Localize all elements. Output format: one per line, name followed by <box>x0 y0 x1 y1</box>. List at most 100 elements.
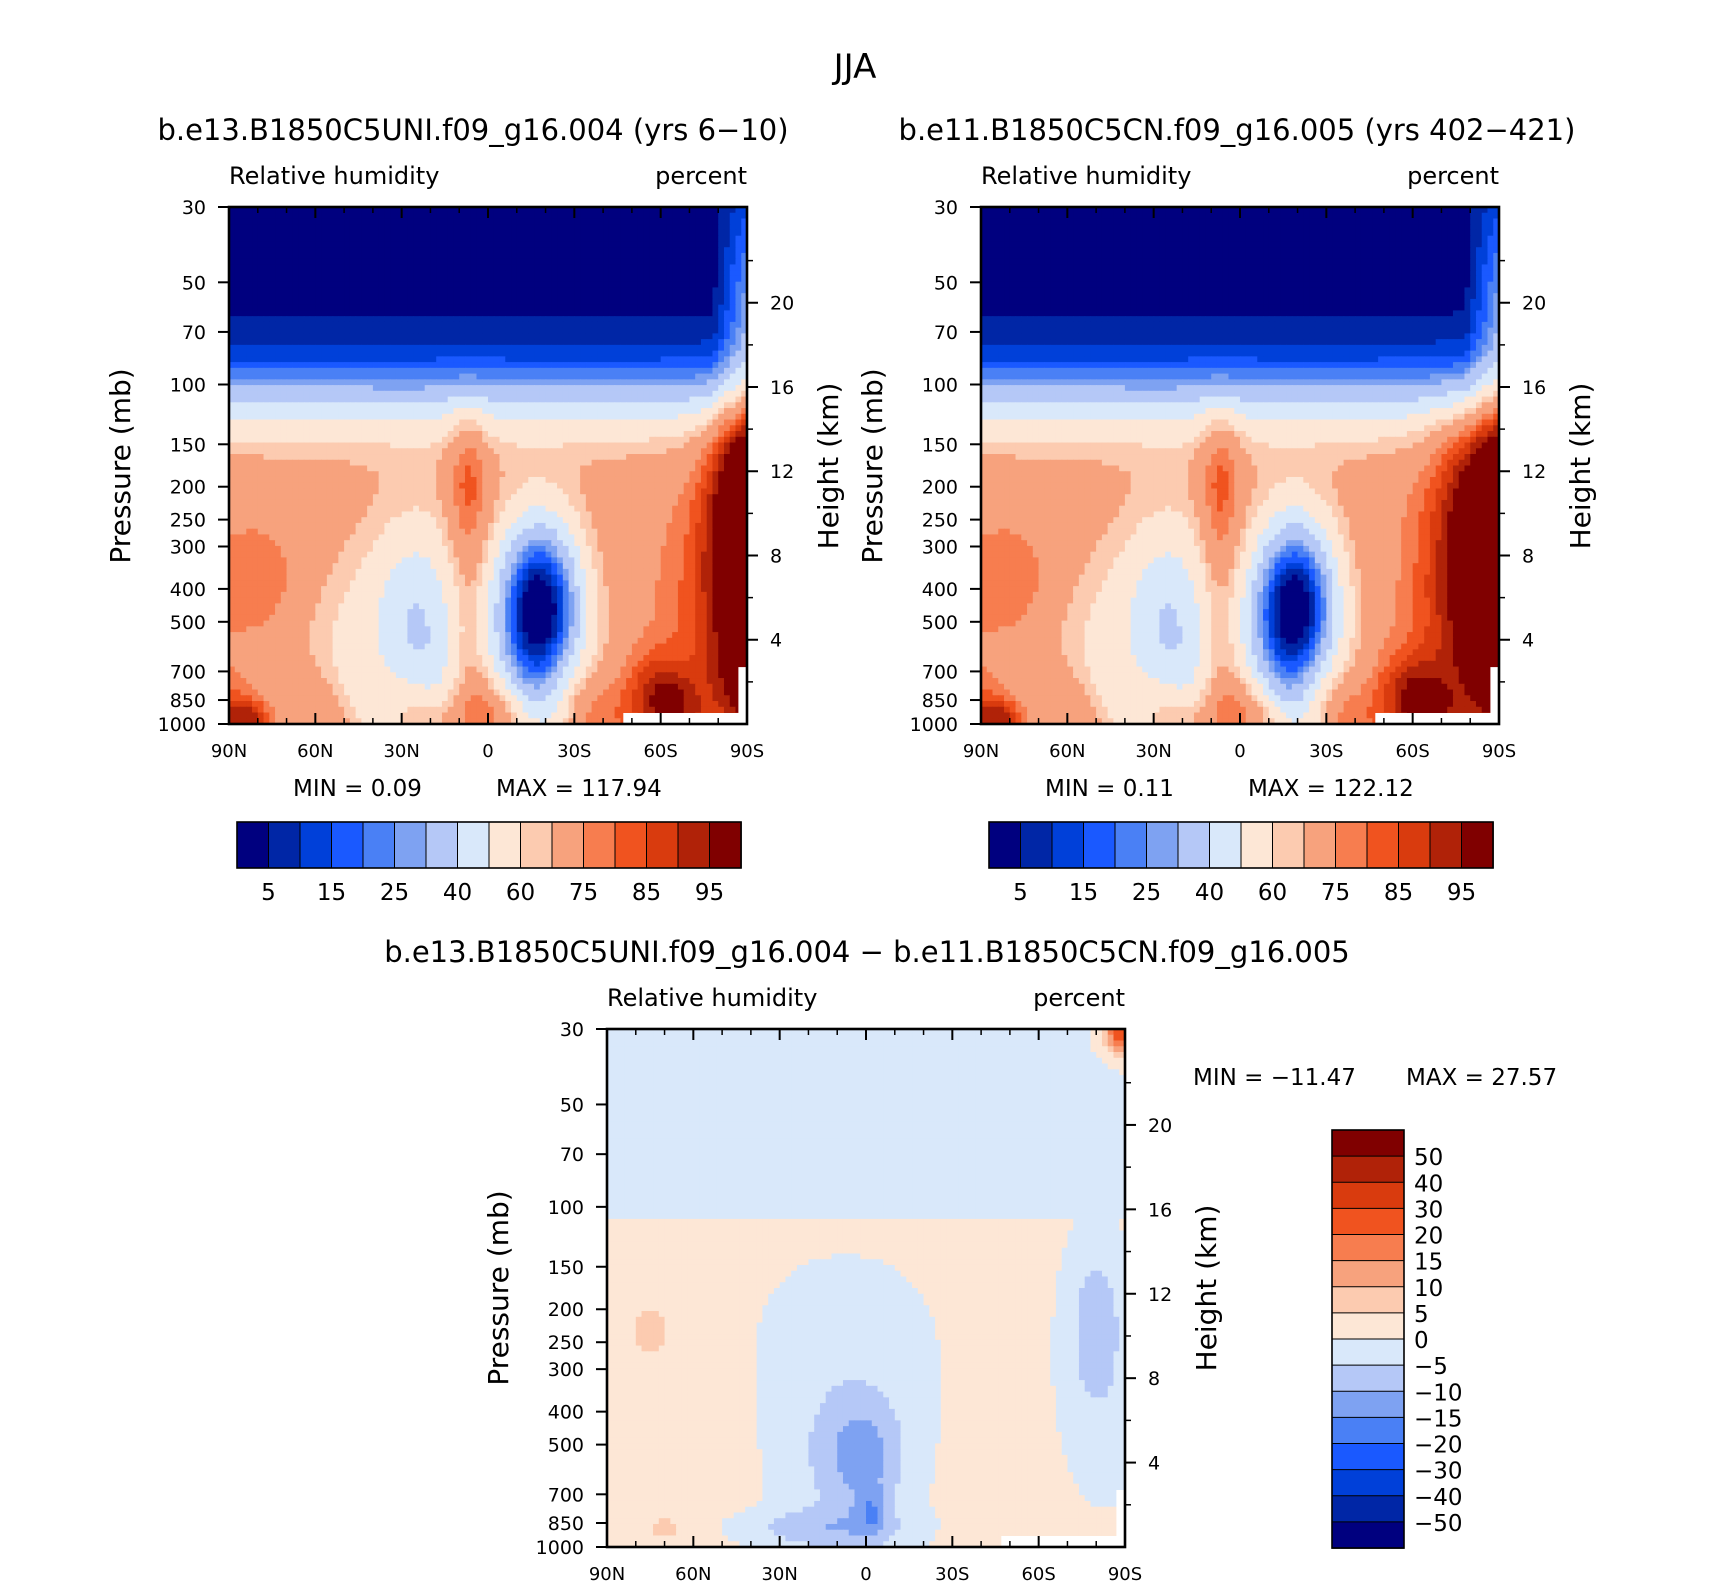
contour-cell <box>585 442 593 449</box>
contour-cell <box>706 281 714 289</box>
contour-cell <box>735 471 742 478</box>
contour-cell <box>666 258 673 266</box>
contour-cell <box>591 293 598 300</box>
contour-cell <box>735 287 742 294</box>
contour-cell <box>240 505 247 513</box>
contour-cell <box>614 511 621 518</box>
contour-cell <box>723 281 731 289</box>
contour-cell <box>476 264 483 271</box>
contour-cell <box>585 494 593 501</box>
contour-cell <box>436 425 443 432</box>
contour-cell <box>545 511 552 518</box>
contour-cell <box>395 321 403 329</box>
contour-cell <box>614 229 621 237</box>
contour-cell <box>689 373 696 380</box>
contour-cell <box>240 275 247 283</box>
contour-cell <box>488 270 495 277</box>
contour-cell <box>309 505 316 513</box>
contour-cell <box>626 373 633 380</box>
contour-cell <box>286 224 293 231</box>
contour-cell <box>321 235 328 243</box>
contour-cell <box>378 465 385 472</box>
contour-cell <box>424 241 432 248</box>
contour-cell <box>453 212 460 220</box>
contour-cell <box>718 476 725 484</box>
contour-cell <box>263 459 270 467</box>
contour-cell <box>557 413 564 421</box>
contour-cell <box>712 379 719 386</box>
contour-cell <box>695 419 702 426</box>
contour-cell <box>511 459 518 467</box>
contour-cell <box>603 327 610 334</box>
contour-cell <box>712 344 719 352</box>
contour-cell <box>626 241 633 248</box>
contour-cell <box>637 287 644 294</box>
contour-cell <box>257 275 265 283</box>
contour-cell <box>436 465 443 472</box>
contour-cell <box>689 419 696 426</box>
contour-cell <box>626 517 633 524</box>
contour-cell <box>257 293 265 300</box>
contour-cell <box>591 304 598 311</box>
contour-cell <box>275 224 282 231</box>
contour-cell <box>257 339 265 346</box>
contour-cell <box>315 224 322 231</box>
contour-cell <box>631 436 639 444</box>
contour-cell <box>269 281 276 289</box>
contour-cell <box>338 436 345 444</box>
contour-cell <box>522 511 529 518</box>
contour-cell <box>407 229 414 237</box>
contour-cell <box>303 413 311 421</box>
contour-cell <box>390 459 397 467</box>
contour-cell <box>591 212 598 220</box>
contour-cell <box>735 224 742 231</box>
contour-cell <box>672 390 679 398</box>
contour-cell <box>499 390 506 398</box>
contour-cell <box>424 413 432 421</box>
contour-cell <box>355 218 362 225</box>
contour-cell <box>292 339 299 346</box>
contour-cell <box>568 465 575 472</box>
contour-cell <box>539 476 547 484</box>
contour-cell <box>240 270 247 277</box>
contour-cell <box>683 310 691 317</box>
contour-cell <box>395 333 403 340</box>
contour-cell <box>499 408 506 415</box>
contour-cell <box>269 310 276 317</box>
contour-cell <box>700 241 708 248</box>
contour-cell <box>338 511 345 518</box>
contour-cell <box>234 448 242 455</box>
contour-cell <box>580 235 587 243</box>
contour-cell <box>551 252 558 260</box>
contour-cell <box>378 235 385 243</box>
contour-cell <box>424 408 432 415</box>
contour-cell <box>695 385 702 392</box>
contour-cell <box>326 373 334 380</box>
contour-cell <box>234 517 242 524</box>
contour-cell <box>557 436 564 444</box>
contour-cell <box>280 448 288 455</box>
contour-cell <box>395 413 403 421</box>
contour-cell <box>631 212 639 220</box>
contour-cell <box>488 517 495 524</box>
contour-cell <box>372 419 380 426</box>
contour-cell <box>298 310 305 317</box>
contour-cell <box>608 511 616 518</box>
contour-cell <box>499 333 506 340</box>
contour-cell <box>643 436 650 444</box>
contour-cell <box>683 321 691 329</box>
contour-cell <box>413 499 420 507</box>
contour-cell <box>263 281 270 289</box>
contour-cell <box>275 402 282 409</box>
contour-cell <box>603 344 610 352</box>
contour-cell <box>723 442 731 449</box>
contour-cell <box>729 287 737 294</box>
contour-cell <box>459 367 466 375</box>
contour-cell <box>695 425 702 432</box>
contour-cell <box>240 402 247 409</box>
contour-cell <box>557 339 564 346</box>
contour-cell <box>407 522 414 530</box>
contour-cell <box>626 390 633 398</box>
contour-cell <box>275 448 282 455</box>
contour-cell <box>580 367 587 375</box>
